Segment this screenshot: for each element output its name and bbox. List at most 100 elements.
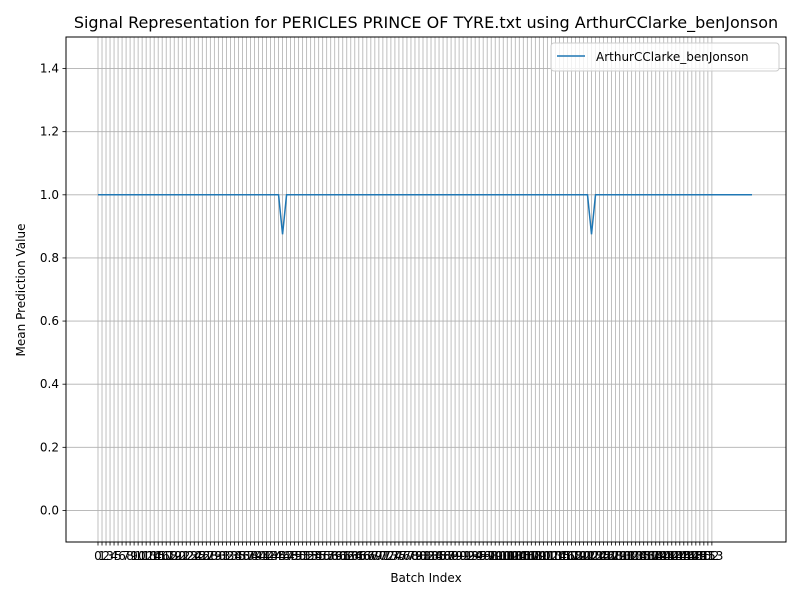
x-tick-label: 40 [251,549,266,563]
x-tick-label: 17 [159,549,174,563]
x-tick-label: 105 [508,549,531,563]
x-ticks: 0123456789101112131415161718192021222324… [94,542,723,563]
x-tick-label: 114 [544,549,567,563]
x-tick-label: 27 [199,549,214,563]
x-tick-label: 142 [656,549,679,563]
x-tick-label: 75 [391,549,406,563]
x-tick-label: 123 [580,549,603,563]
x-tick-label: 128 [600,549,623,563]
y-tick-label: 1.0 [40,188,59,202]
x-tick-label: 76 [395,549,410,563]
x-tick-label: 56 [315,549,330,563]
x-tick-label: 109 [524,549,547,563]
y-tick-label: 0.6 [40,314,59,328]
x-tick-label: 126 [592,549,615,563]
x-tick-label: 44 [267,549,282,563]
x-tick-label: 98 [484,549,499,563]
x-tick-label: 133 [620,549,643,563]
x-tick-label: 85 [431,549,446,563]
x-tick-label: 53 [303,549,318,563]
x-tick-label: 147 [676,549,699,563]
x-tick-label: 5 [114,549,122,563]
x-tick-label: 46 [275,549,290,563]
x-tick-label: 54 [307,549,322,563]
x-tick-label: 10 [130,549,145,563]
y-tick-label: 1.4 [40,62,59,76]
x-tick-label: 136 [632,549,655,563]
y-tick-label: 0.8 [40,251,59,265]
x-tick-label: 137 [636,549,659,563]
x-tick-label: 8 [126,549,134,563]
x-gridlines [97,37,713,542]
x-tick-label: 19 [167,549,182,563]
x-tick-label: 57 [319,549,334,563]
y-axis-label: Mean Prediction Value [14,224,28,357]
x-tick-label: 59 [327,549,342,563]
x-tick-label: 152 [696,549,719,563]
plot-area-frame [65,36,787,543]
x-tick-label: 149 [684,549,707,563]
x-tick-label: 68 [363,549,378,563]
x-tick-label: 120 [568,549,591,563]
x-tick-label: 74 [387,549,402,563]
x-tick-label: 153 [700,549,723,563]
x-tick-label: 36 [235,549,250,563]
x-tick-label: 97 [480,549,495,563]
x-tick-label: 72 [379,549,394,563]
x-tick-label: 148 [680,549,703,563]
x-tick-label: 64 [347,549,362,563]
y-tick-label: 0.0 [40,503,59,517]
x-tick-label: 25 [191,549,206,563]
x-tick-label: 129 [604,549,627,563]
x-tick-label: 31 [215,549,230,563]
x-tick-label: 20 [171,549,186,563]
x-tick-label: 122 [576,549,599,563]
x-tick-label: 116 [552,549,575,563]
x-tick-label: 130 [608,549,631,563]
x-tick-label: 13 [143,549,158,563]
x-tick-label: 49 [287,549,302,563]
x-tick-label: 143 [660,549,683,563]
x-tick-label: 42 [259,549,274,563]
series-line-arthurcclarke-benjonson [98,194,752,235]
x-tick-label: 118 [560,549,583,563]
y-tick-label: 0.4 [40,377,59,391]
x-tick-label: 151 [692,549,715,563]
x-tick-label: 88 [443,549,458,563]
x-tick-label: 95 [472,549,487,563]
x-tick-label: 89 [447,549,462,563]
x-tick-label: 41 [255,549,270,563]
x-tick-label: 77 [399,549,414,563]
x-tick-label: 50 [291,549,306,563]
x-tick-label: 51 [295,549,310,563]
x-tick-label: 48 [283,549,298,563]
x-tick-label: 30 [211,549,226,563]
x-tick-label: 87 [439,549,454,563]
x-tick-label: 107 [516,549,539,563]
x-tick-label: 58 [323,549,338,563]
x-tick-label: 39 [247,549,262,563]
x-tick-label: 28 [203,549,218,563]
x-tick-label: 73 [383,549,398,563]
x-tick-label: 94 [468,549,483,563]
y-tick-label: 0.2 [40,440,59,454]
x-tick-label: 117 [556,549,579,563]
x-tick-label: 132 [616,549,639,563]
legend-box [550,42,780,72]
x-tick-label: 96 [476,549,491,563]
legend-entry-label: ArthurCClarke_benJonson [596,50,749,64]
x-tick-label: 7 [122,549,130,563]
x-tick-label: 11 [134,549,149,563]
x-tick-label: 43 [263,549,278,563]
x-tick-label: 67 [359,549,374,563]
x-tick-label: 6 [118,549,126,563]
x-tick-label: 101 [492,549,515,563]
x-tick-label: 110 [528,549,551,563]
x-tick-label: 9 [130,549,138,563]
x-tick-label: 23 [183,549,198,563]
x-tick-label: 93 [464,549,479,563]
x-tick-label: 83 [423,549,438,563]
x-tick-label: 61 [335,549,350,563]
x-tick-label: 125 [588,549,611,563]
